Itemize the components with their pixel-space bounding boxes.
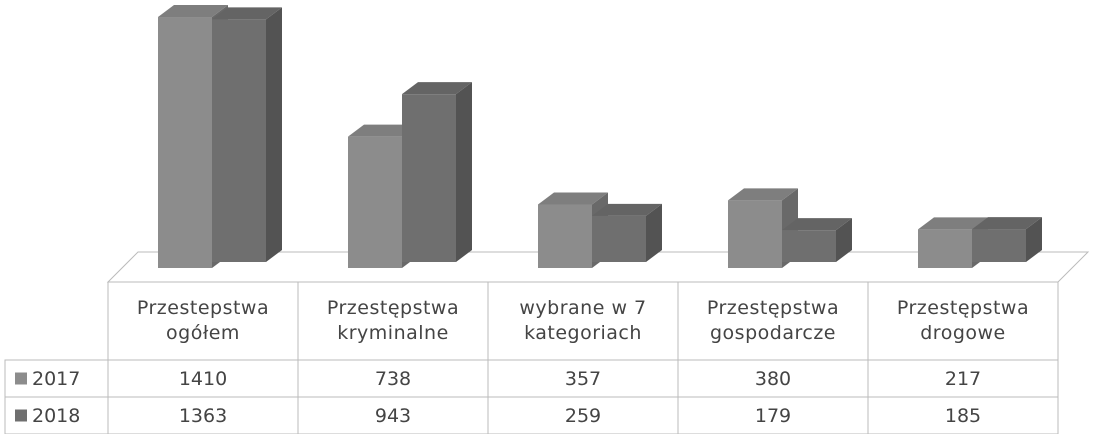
bar xyxy=(402,94,456,263)
legend-label: 2017 xyxy=(32,368,80,390)
table-value: 943 xyxy=(375,405,411,427)
category-label: Przestępstwa kryminalne xyxy=(326,297,460,344)
bar-side xyxy=(456,82,472,263)
table-value: 259 xyxy=(565,405,601,427)
category-label: wybrane w 7 kategoriach xyxy=(519,297,647,344)
table-cell xyxy=(867,396,1059,434)
bar-side xyxy=(646,203,662,262)
table-value: 380 xyxy=(755,368,791,390)
bar-side xyxy=(836,218,852,262)
table-value: 185 xyxy=(945,405,981,427)
bar-top xyxy=(972,217,1042,230)
bar xyxy=(212,19,266,262)
bar-top xyxy=(782,218,852,231)
category-label: Przestępstwa drogowe xyxy=(896,297,1030,344)
table-value: 738 xyxy=(375,368,411,390)
bar-side xyxy=(1026,217,1042,262)
legend-swatch xyxy=(15,409,27,422)
legend-label: 2018 xyxy=(32,405,80,427)
table-value: 179 xyxy=(755,405,791,427)
bar-side xyxy=(266,7,282,262)
category-label-box: Przestępstwa gospodarcze xyxy=(706,297,840,344)
category-label: Przestępstwa gospodarcze xyxy=(706,297,840,344)
table-value: 357 xyxy=(565,368,601,390)
bar xyxy=(348,136,402,268)
bar-top xyxy=(348,124,418,137)
bar-top xyxy=(728,188,798,201)
bar xyxy=(782,230,836,262)
table-value: 217 xyxy=(945,368,981,390)
bar-top xyxy=(158,5,228,18)
category-label-box: Przestepstwa ogółem xyxy=(136,297,270,344)
category-label: Przestepstwa ogółem xyxy=(136,297,270,344)
bar xyxy=(918,229,972,268)
bar-top xyxy=(592,203,662,216)
bar xyxy=(538,204,592,268)
bar xyxy=(592,215,646,262)
bar-top xyxy=(538,192,608,205)
category-label-box: Przestępstwa kryminalne xyxy=(326,297,460,344)
bar xyxy=(728,200,782,268)
table-value: 1363 xyxy=(179,405,227,427)
table-value: 1410 xyxy=(179,368,227,390)
category-label-box: Przestępstwa drogowe xyxy=(896,297,1030,344)
category-label-box: wybrane w 7 kategoriach xyxy=(519,297,647,344)
bar-top xyxy=(212,7,282,20)
bar-top xyxy=(402,82,472,95)
bar xyxy=(158,17,212,268)
legend-swatch xyxy=(15,372,27,385)
bar xyxy=(972,229,1026,262)
bar-top xyxy=(918,217,988,230)
